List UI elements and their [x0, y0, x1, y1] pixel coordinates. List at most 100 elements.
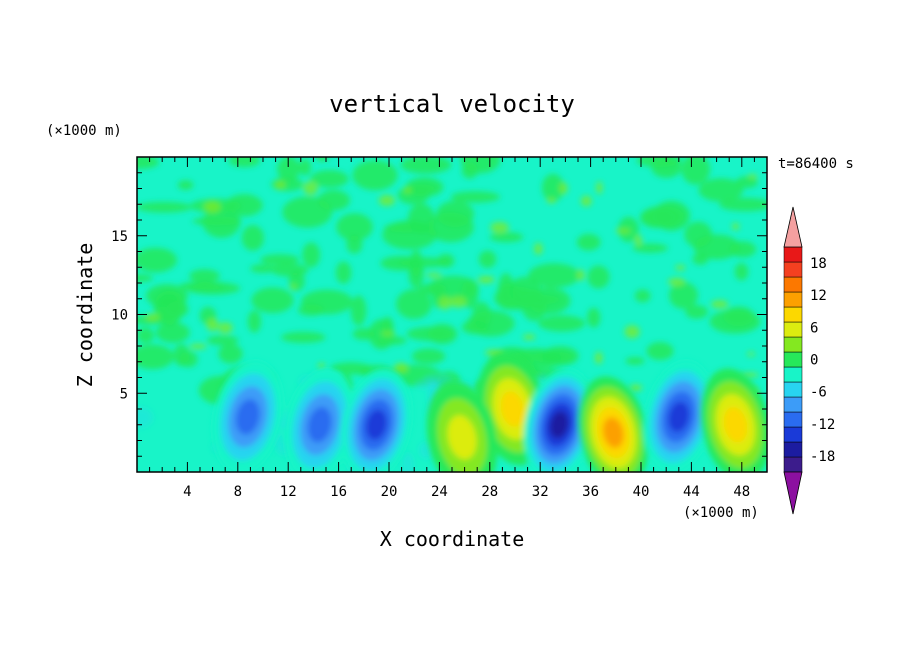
texture-patch [317, 363, 326, 369]
texture-patch [747, 174, 758, 179]
texture-patch [179, 281, 225, 291]
texture-patch [546, 197, 556, 204]
texture-patch [675, 264, 686, 271]
colorbar-swatch [783, 351, 803, 368]
texture-patch [559, 182, 568, 195]
y-axis-label: Z coordinate [73, 243, 97, 388]
texture-patch [596, 181, 603, 194]
texture-patch [710, 300, 729, 309]
texture-patch [202, 206, 241, 238]
texture-patch [580, 195, 592, 207]
texture-patch [177, 180, 194, 190]
cell-contour [602, 417, 624, 448]
texture-patch [438, 296, 452, 310]
texture-patch [378, 194, 395, 206]
texture-patch [247, 310, 262, 333]
texture-patch [735, 176, 758, 189]
colorbar-label: -18 [810, 449, 835, 465]
texture-patch [271, 263, 309, 277]
x-tick-label: 44 [683, 484, 700, 500]
colorbar-swatch [783, 321, 803, 338]
texture-patch [729, 241, 757, 258]
texture-patch [137, 157, 160, 170]
texture-patch [709, 309, 761, 334]
cell-contour [668, 401, 690, 433]
texture-patch [241, 225, 264, 251]
texture-patch [206, 335, 239, 346]
colorbar-swatch [783, 441, 803, 458]
texture-patch [302, 242, 321, 268]
texture-patch [625, 356, 645, 365]
texture-patch [698, 178, 744, 202]
texture-patch [646, 342, 674, 361]
x-tick-label: 8 [234, 484, 242, 500]
texture-patch [541, 173, 565, 202]
x-tick-label: 32 [532, 484, 549, 500]
colorbar-swatch [783, 261, 803, 278]
colorbar-under-arrow [783, 471, 803, 515]
texture-patch [490, 221, 509, 234]
texture-patch [489, 231, 524, 243]
texture-patch [577, 269, 585, 281]
texture-patch [137, 247, 178, 273]
texture-patch [303, 181, 319, 195]
texture-patch [523, 334, 536, 340]
texture-patch [478, 250, 497, 268]
y-axis: 5 10 15 [111, 172, 767, 457]
texture-patch [396, 289, 432, 320]
texture-patch [260, 254, 300, 266]
cell [700, 368, 767, 472]
texture-patch [189, 269, 220, 283]
texture-patch [685, 304, 709, 319]
colorbar-swatch [783, 246, 803, 263]
texture-patch [336, 213, 373, 241]
texture-patch [669, 281, 698, 309]
chart-title: vertical velocity [329, 90, 575, 118]
texture-patch [731, 222, 740, 231]
texture-patch [277, 157, 300, 182]
texture-patch [137, 344, 174, 370]
texture-patch [719, 197, 767, 212]
texture-patch [684, 221, 713, 248]
texture-patch [461, 162, 478, 179]
cell [426, 381, 498, 472]
texture-patch [594, 351, 603, 365]
texture-patch [335, 261, 352, 284]
texture-patch [411, 348, 446, 364]
colorbar-swatch [783, 336, 803, 353]
texture-patch [418, 283, 447, 295]
colorbar-label: -6 [810, 385, 827, 401]
x-tick-label: 20 [381, 484, 398, 500]
texture-patch [511, 294, 561, 305]
texture-patch [352, 160, 398, 191]
cell [523, 368, 595, 472]
texture-patch [137, 201, 193, 213]
texture-patch [587, 307, 601, 328]
x-axis-label: X coordinate [380, 527, 525, 551]
x-tick-label: 24 [431, 484, 448, 500]
cell-contour [549, 411, 569, 439]
texture-patch [310, 170, 349, 188]
texture-patch [206, 318, 219, 332]
texture-patch [330, 362, 373, 375]
cell-contour [447, 415, 477, 460]
texture-patch [403, 187, 412, 194]
cell-contour [307, 406, 332, 443]
texture-patch [225, 194, 263, 217]
texture-patch [734, 263, 749, 281]
colorbar-swatch [783, 276, 803, 293]
texture-patch [317, 190, 350, 211]
texture-patch [406, 326, 454, 341]
y-tick-label: 10 [111, 308, 128, 324]
texture-patch [415, 379, 439, 390]
colorbar-swatch [783, 411, 803, 428]
texture-patch [401, 452, 414, 472]
x-tick-label: 12 [280, 484, 297, 500]
texture-patch [634, 234, 643, 247]
texture-patch [301, 289, 353, 315]
y-tick-label: 5 [120, 386, 128, 402]
heatmap-field [137, 157, 767, 472]
colorbar: 18 12 6 0 -6 -12 -18 [783, 206, 835, 515]
texture-patch [538, 315, 586, 332]
